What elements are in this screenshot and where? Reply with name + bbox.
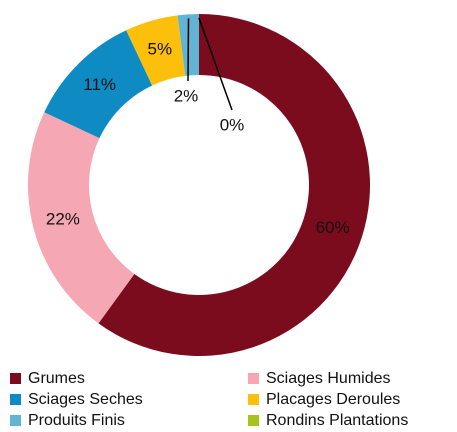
legend-label: Sciages Humides: [266, 370, 391, 387]
data-label: 11%: [83, 75, 116, 94]
data-label: 2%: [174, 86, 199, 105]
donut-slice: [27, 112, 135, 324]
leader-line: [198, 17, 233, 111]
legend-label: Placages Deroules: [266, 391, 400, 408]
legend-label: Grumes: [28, 370, 85, 387]
legend-swatch: [10, 373, 21, 384]
legend-label: Rondins Plantations: [266, 412, 408, 429]
legend-swatch: [10, 394, 21, 405]
donut-slice: [126, 15, 186, 86]
donut-slice: [44, 30, 153, 139]
legend-swatch: [248, 373, 259, 384]
legend-swatch: [248, 415, 259, 426]
data-label: 0%: [220, 115, 245, 134]
data-label: 5%: [148, 40, 173, 59]
data-label: 22%: [46, 209, 80, 228]
legend-swatch: [10, 415, 21, 426]
leader-line: [187, 18, 190, 82]
donut-slice: [98, 14, 371, 357]
legend-label: Sciages Seches: [28, 391, 143, 408]
legend-label: Produits Finis: [28, 412, 125, 429]
legend-swatch: [248, 394, 259, 405]
data-label: 60%: [316, 218, 350, 237]
